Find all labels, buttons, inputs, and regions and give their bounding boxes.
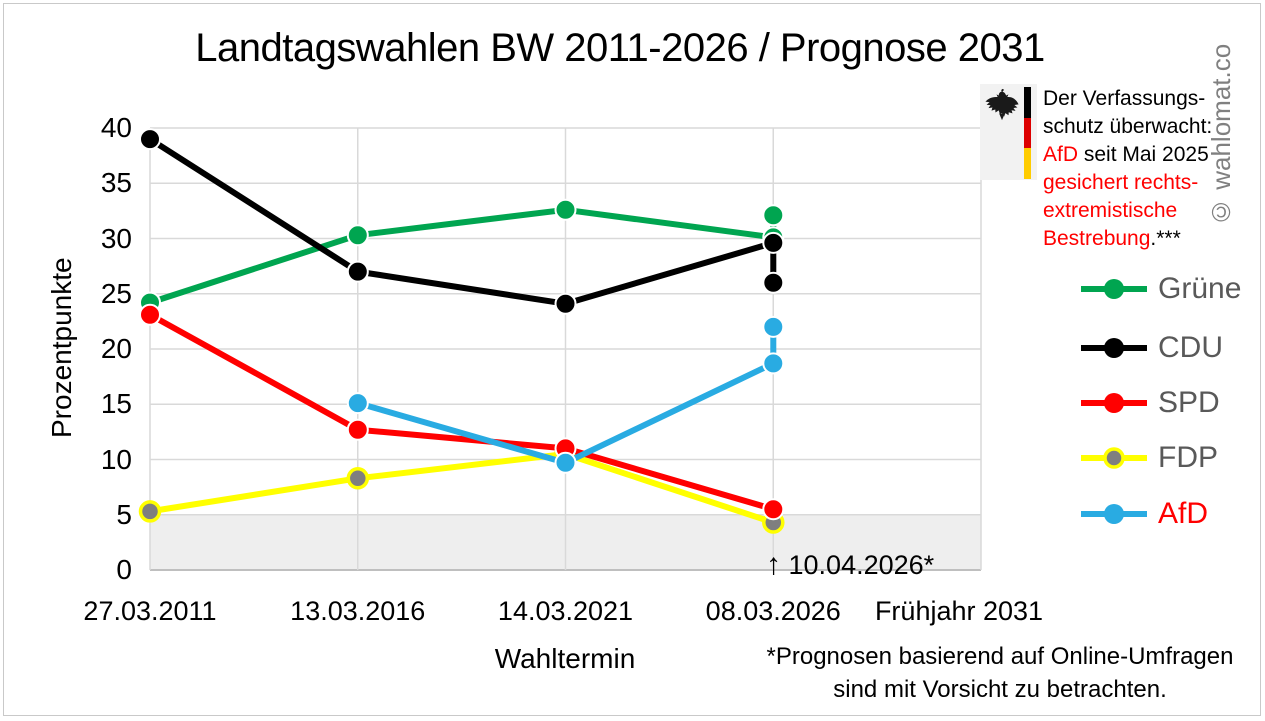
german-flag-stripe xyxy=(1024,87,1031,180)
data-point-cdu-0 xyxy=(139,128,161,151)
legend-swatch-afd xyxy=(1081,504,1147,524)
infobox-text-5: extremistische xyxy=(1043,199,1178,222)
infobox-line: schutz überwacht: xyxy=(1043,113,1233,141)
infobox-line: extremistische xyxy=(1043,197,1233,225)
chart-title: Landtagswahlen BW 2011-2026 / Prognose 2… xyxy=(195,26,1045,70)
series-line-spd xyxy=(147,311,777,513)
legend-item-spd: SPD xyxy=(1078,385,1220,421)
legend-marker xyxy=(1104,504,1124,524)
x-tick-label-2: 14.03.2021 xyxy=(497,596,634,626)
data-point-cdu-4 xyxy=(762,271,785,294)
legend-marker xyxy=(1104,338,1124,358)
y-tick-label-40: 40 xyxy=(100,112,132,143)
data-point-gruene-1 xyxy=(346,224,369,247)
flag-gold-band xyxy=(1024,148,1031,180)
infobox-text-6-rest: .*** xyxy=(1150,227,1181,250)
legend-item-afd: AfD xyxy=(1078,496,1208,532)
x-tick-label-0: 27.03.2011 xyxy=(83,596,217,626)
x-tick-label-1: 13.03.2016 xyxy=(290,596,426,626)
bundesadler-eagle-icon xyxy=(985,88,1019,121)
infobox-line: AfD seit Mai 2025 xyxy=(1043,141,1233,169)
data-point-afd-0 xyxy=(346,392,369,415)
legend-marker xyxy=(1103,447,1125,469)
y-tick-label-30: 30 xyxy=(100,222,132,254)
legend-label-cdu: CDU xyxy=(1158,331,1223,364)
data-point-cdu-2 xyxy=(554,292,577,315)
legend-label-fdp: FDP xyxy=(1158,441,1218,474)
y-tick-label-35: 35 xyxy=(100,167,132,199)
legend-label-gruene: Grüne xyxy=(1158,272,1242,305)
series-line-afd xyxy=(354,323,777,466)
y-tick-label-20: 20 xyxy=(100,333,132,364)
infobox-text-1: Der Verfassungs- xyxy=(1043,87,1206,110)
x-tick-label-4: Frühjahr 2031 xyxy=(874,596,1044,626)
verfassungsschutz-infobox: Der Verfassungs- schutz überwacht: AfD s… xyxy=(1043,85,1233,253)
data-point-spd-1 xyxy=(346,418,369,441)
data-point-afd-2 xyxy=(762,352,785,375)
legend-swatch-cdu xyxy=(1081,338,1147,358)
legend-item-cdu: CDU xyxy=(1078,330,1223,366)
legend-label-spd: SPD xyxy=(1158,386,1220,419)
series-line-fdp xyxy=(147,451,777,526)
y-tick-label-0: 0 xyxy=(116,554,132,585)
legend-marker xyxy=(1104,279,1124,299)
up-arrow-icon: ↑ xyxy=(766,548,781,581)
y-tick-label-10: 10 xyxy=(100,443,132,475)
legend-item-gruene: Grüne xyxy=(1078,271,1241,307)
infobox-text-6-red: Bestrebung xyxy=(1043,227,1151,250)
infobox-line: Der Verfassungs- xyxy=(1043,85,1233,113)
footnote: *Prognosen basierend auf Online-Umfragen… xyxy=(756,640,1244,706)
legend-swatch-gruene xyxy=(1081,279,1147,299)
data-point-cdu-3 xyxy=(762,231,785,254)
watermark: © wahlomat.co xyxy=(1206,43,1236,227)
election-date-annotation: ↑ 10.04.2026* xyxy=(766,548,934,582)
legend-marker xyxy=(1104,393,1124,413)
data-point-gruene-4 xyxy=(762,204,785,227)
data-point-fdp-0 xyxy=(138,500,162,523)
legend-swatch-fdp xyxy=(1081,447,1147,469)
data-point-afd-3 xyxy=(762,315,785,338)
footnote-line-1: *Prognosen basierend auf Online-Umfragen xyxy=(766,643,1234,670)
legend-swatch-spd xyxy=(1081,393,1147,413)
annotation-label: 10.04.2026* xyxy=(788,550,935,580)
data-point-afd-1 xyxy=(554,451,577,474)
footnote-line-2: sind mit Vorsicht zu betrachten. xyxy=(833,676,1167,703)
data-point-fdp-1 xyxy=(346,467,370,490)
flag-black-band xyxy=(1024,87,1031,118)
legend-item-fdp: FDP xyxy=(1078,440,1218,476)
infobox-afd-highlight: AfD xyxy=(1043,143,1079,166)
infobox-text-3: seit Mai 2025 xyxy=(1078,143,1209,166)
infobox-text-4: gesichert rechts- xyxy=(1043,171,1199,194)
y-tick-label-25: 25 xyxy=(100,277,132,309)
infobox-line: Bestrebung.*** xyxy=(1043,225,1233,253)
y-tick-label-15: 15 xyxy=(100,388,132,420)
infobox-text-2: schutz überwacht: xyxy=(1043,115,1213,138)
data-point-spd-3 xyxy=(762,498,785,521)
infobox-line: gesichert rechts- xyxy=(1043,169,1233,197)
data-point-cdu-1 xyxy=(346,260,369,283)
data-point-spd-0 xyxy=(139,303,161,326)
data-point-gruene-2 xyxy=(554,198,577,221)
flag-red-band xyxy=(1024,117,1031,149)
legend-label-afd: AfD xyxy=(1158,497,1209,530)
x-tick-label-3: 08.03.2026 xyxy=(705,596,841,626)
x-axis-title: Wahltermin xyxy=(494,643,636,674)
y-tick-label-5: 5 xyxy=(116,498,132,530)
